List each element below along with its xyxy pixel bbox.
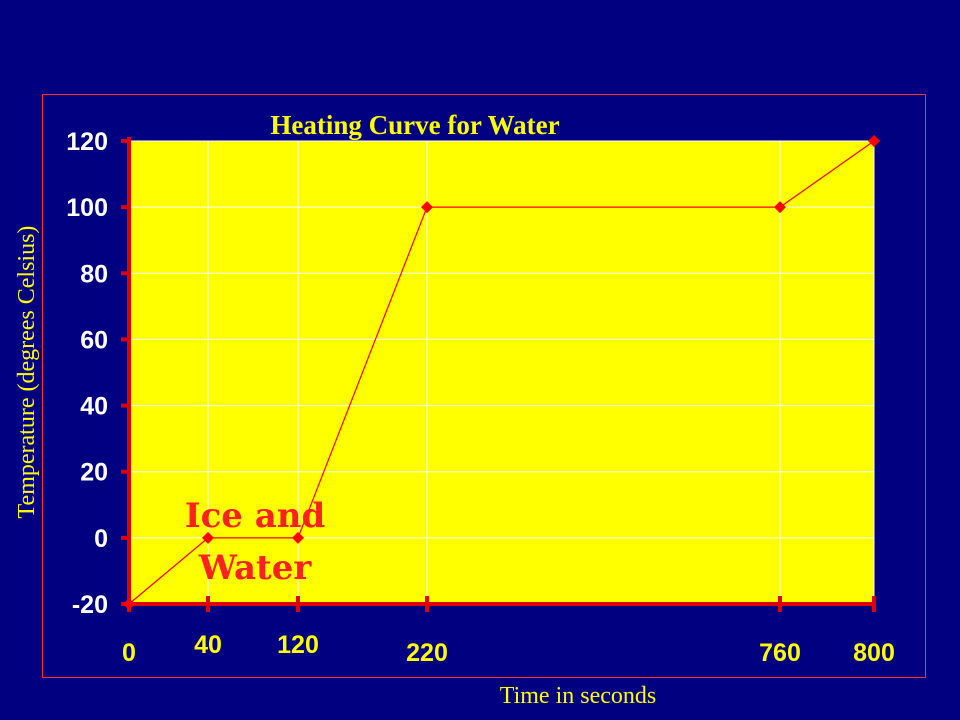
y-tick-label: 40 [80,393,108,421]
y-tick-label: 20 [80,459,108,487]
data-point [868,135,880,147]
x-tick-label: 760 [759,639,801,667]
data-point [123,598,135,610]
chart-frame [42,94,926,678]
gridlines [129,140,875,604]
plot-area [129,141,874,604]
series [123,135,880,610]
annotation-ice-and: Ice and [185,496,326,536]
x-tick-label: 800 [853,639,895,667]
chart-title: Heating Curve for Water [270,110,559,140]
series-line [128,140,875,605]
data-point [421,201,433,214]
y-tick-label: 100 [66,194,108,222]
y-tick-label: 60 [80,326,108,354]
x-tick-label: 40 [194,631,222,659]
y-tick-label: 80 [80,260,108,288]
data-point [292,531,304,544]
y-tick-label: 120 [66,128,108,156]
y-axis-title: Temperature (degrees Celsius) [14,226,40,519]
x-tick-label: 0 [122,639,136,667]
y-tick-label: -20 [72,591,108,619]
x-tick-label: 120 [277,631,319,659]
axes [121,137,876,612]
x-axis-title: Time in seconds [500,683,656,709]
x-tick-label: 220 [406,639,448,667]
data-point [202,531,214,544]
annotation-water: Water [198,548,313,588]
y-tick-label: 0 [94,525,108,553]
data-point [774,201,786,214]
tick-labels: -20 0 20 40 60 80 100 120 0 40 120 220 760 800 [66,128,895,667]
